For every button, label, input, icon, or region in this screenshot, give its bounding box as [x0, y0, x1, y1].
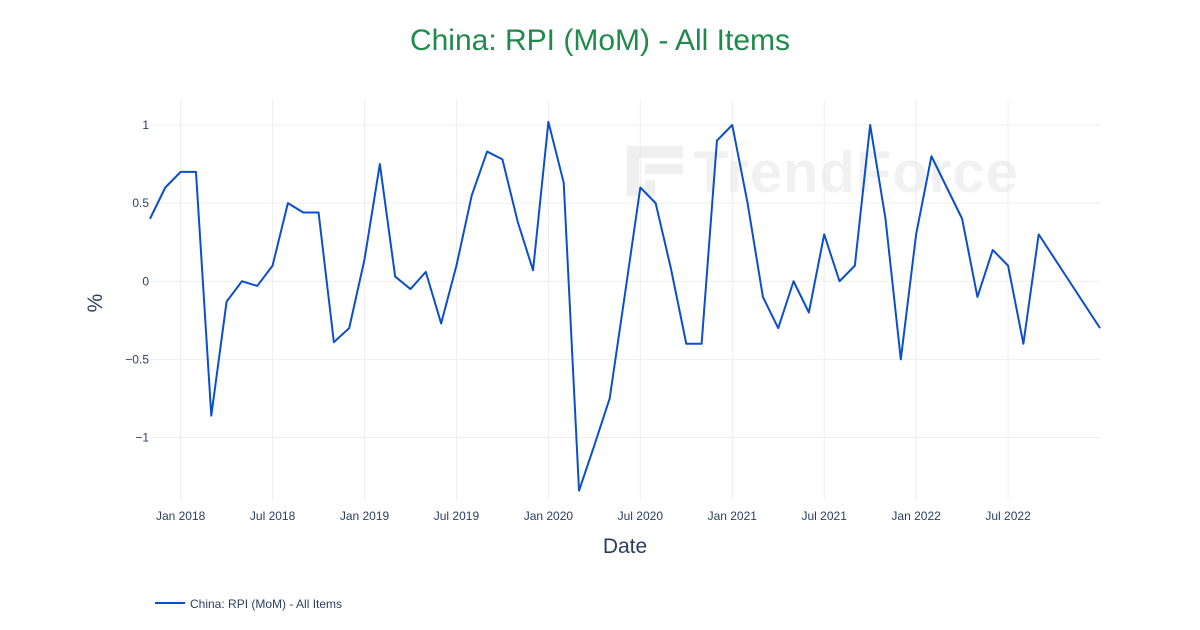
- x-tick-label: Jul 2018: [250, 509, 296, 523]
- y-axis-ticks: 1 0.5 0 −0.5 −1: [125, 118, 149, 445]
- x-tick-label: Jan 2021: [708, 509, 758, 523]
- watermark-text: TrendForce: [693, 140, 1019, 205]
- y-tick-label: 0: [142, 274, 149, 288]
- y-tick-label: −0.5: [125, 352, 149, 366]
- gridlines: [150, 100, 1100, 500]
- legend[interactable]: China: RPI (MoM) - All Items: [155, 597, 342, 611]
- x-tick-label: Jan 2018: [156, 509, 206, 523]
- x-tick-label: Jul 2021: [802, 509, 848, 523]
- x-tick-label: Jan 2020: [524, 509, 574, 523]
- trendforce-watermark: TrendForce: [627, 140, 1019, 205]
- x-tick-label: Jul 2022: [985, 509, 1031, 523]
- x-axis-ticks: Jan 2018 Jul 2018 Jan 2019 Jul 2019 Jan 2020…: [156, 509, 1031, 523]
- series-line: [149, 120, 1101, 492]
- chart-title: China: RPI (MoM) - All Items: [410, 24, 790, 57]
- y-tick-label: 0.5: [132, 196, 149, 210]
- x-tick-label: Jul 2019: [434, 509, 480, 523]
- x-axis-title: Date: [603, 535, 647, 558]
- x-tick-label: Jan 2022: [891, 509, 941, 523]
- y-tick-label: 1: [142, 118, 149, 132]
- series-layer: [149, 120, 1101, 492]
- x-tick-label: Jan 2019: [340, 509, 390, 523]
- y-axis-title: %: [84, 294, 107, 313]
- trendforce-logo-mark: [627, 146, 683, 196]
- y-tick-label: −1: [135, 431, 149, 445]
- x-tick-label: Jul 2020: [618, 509, 664, 523]
- legend-label: China: RPI (MoM) - All Items: [190, 597, 342, 611]
